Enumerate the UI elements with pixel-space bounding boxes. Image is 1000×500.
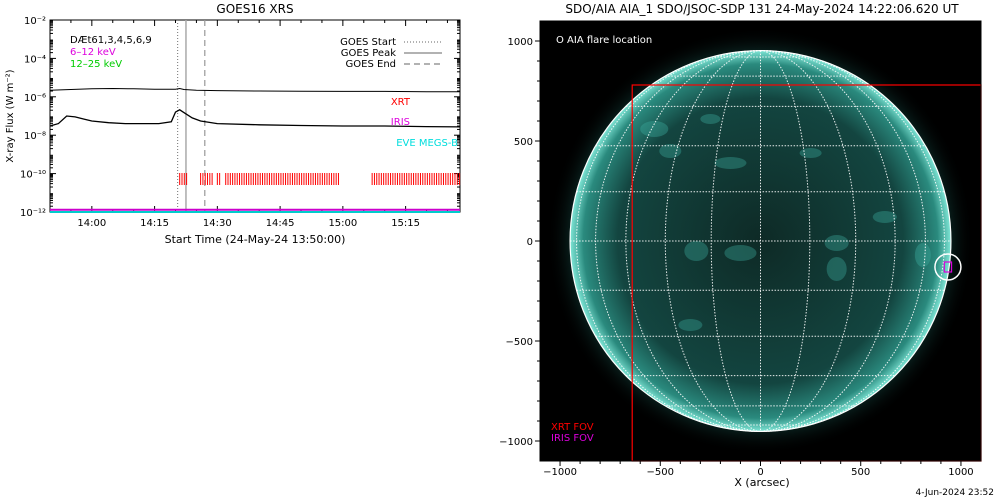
x-tick-label: −500 — [647, 467, 674, 478]
x-tick-label: −1000 — [543, 467, 577, 478]
active-region — [700, 113, 721, 125]
right-chart-title: SDO/AIA AIA_1 SDO/JSOC-SDP 131 24-May-20… — [565, 2, 959, 16]
active-region — [684, 240, 709, 262]
left-chart-marks: 10⁻² 10⁻⁴ 10⁻⁶ 10⁻⁸ 10⁻¹⁰ 10⁻¹² 14:00 14:15 14:3… — [20, 16, 461, 229]
active-region — [724, 244, 757, 262]
y-tick-label: 1000 — [508, 37, 533, 48]
active-region — [826, 256, 847, 282]
goes-legend-entry: GOES Peak — [341, 48, 396, 59]
longitude-line — [760, 50, 926, 432]
energy-legend-entry: 6–12 keV — [70, 47, 116, 58]
aia-image-marks: −1000 −500 0 500 1000 1000 500 0 −500 −1000 O AIA … — [499, 20, 982, 478]
longitude-line — [625, 50, 761, 432]
energy-legend-entry: DÆt61,3,4,5,6,9 — [70, 35, 152, 46]
x-tick-label: 15:00 — [328, 218, 357, 229]
fov-legend-entry: IRIS FOV — [551, 433, 594, 444]
longitude-line — [760, 50, 896, 432]
x-tick-label: 500 — [851, 467, 870, 478]
active-region — [714, 156, 747, 170]
y-tick-label: −500 — [506, 337, 533, 348]
active-region — [640, 120, 669, 138]
y-tick-label: 10⁻⁸ — [24, 131, 46, 142]
goes-flux-series-0 — [49, 87, 460, 93]
x-tick-label: 14:30 — [203, 218, 232, 229]
left-y-axis-label: X-ray Flux (W m⁻²) — [5, 69, 16, 162]
y-tick-label: 10⁻¹⁰ — [20, 170, 46, 181]
y-tick-label: 0 — [527, 237, 533, 248]
energy-legend-entry: 12–25 keV — [70, 59, 122, 70]
longitude-line — [760, 50, 811, 432]
goes-legend-entry: GOES Start — [340, 37, 396, 48]
limb-outline — [569, 49, 952, 433]
x-tick-label: 15:15 — [391, 218, 420, 229]
left-x-axis-label: Start Time (24-May-24 13:50:00) — [165, 233, 346, 246]
x-tick-label: 14:15 — [140, 218, 169, 229]
x-tick-label: 14:45 — [266, 218, 295, 229]
instrument-label: XRT — [391, 97, 411, 108]
x-tick-label: 1000 — [948, 467, 973, 478]
active-region — [914, 242, 931, 268]
longitude-line — [760, 50, 945, 432]
fov-legend-entry: XRT FOV — [551, 422, 594, 433]
right-x-axis-label: X (arcsec) — [734, 476, 789, 489]
active-region — [824, 234, 849, 252]
left-chart-title: GOES16 XRS — [216, 2, 293, 16]
active-region — [659, 143, 682, 159]
instrument-label: IRIS — [391, 117, 410, 128]
longitude-line — [710, 50, 761, 432]
y-tick-label: 10⁻⁶ — [24, 93, 46, 104]
longitude-line — [576, 50, 761, 432]
flare-location-marker — [934, 253, 962, 281]
generation-timestamp: 4-Jun-2024 23:52 — [915, 488, 995, 498]
iris-fov-box — [943, 261, 953, 273]
x-tick-label: 14:00 — [77, 218, 106, 229]
x-tick-label: 0 — [757, 467, 763, 478]
y-tick-label: 500 — [514, 137, 533, 148]
goes-xrs-chart: GOES16 XRS X-ray Flux (W m⁻²) Start Time… — [5, 2, 461, 246]
instrument-label: EVE MEGS-B — [396, 138, 458, 149]
goes-flux-series-1 — [49, 109, 461, 128]
goes-legend-entry: GOES End — [346, 59, 396, 70]
y-tick-label: −1000 — [499, 437, 533, 448]
active-region — [678, 318, 703, 332]
longitude-line — [595, 50, 761, 432]
heliographic-grid — [570, 50, 951, 432]
image-clip-group — [540, 21, 981, 461]
y-tick-label: 10⁻² — [24, 16, 46, 27]
active-region — [799, 147, 822, 159]
aia-solar-image: SDO/AIA AIA_1 SDO/JSOC-SDP 131 24-May-20… — [499, 2, 982, 489]
active-region — [872, 210, 897, 224]
flare-location-legend: O AIA flare location — [556, 35, 652, 46]
y-tick-label: 10⁻⁴ — [24, 54, 46, 65]
y-tick-label: 10⁻¹² — [20, 208, 46, 219]
